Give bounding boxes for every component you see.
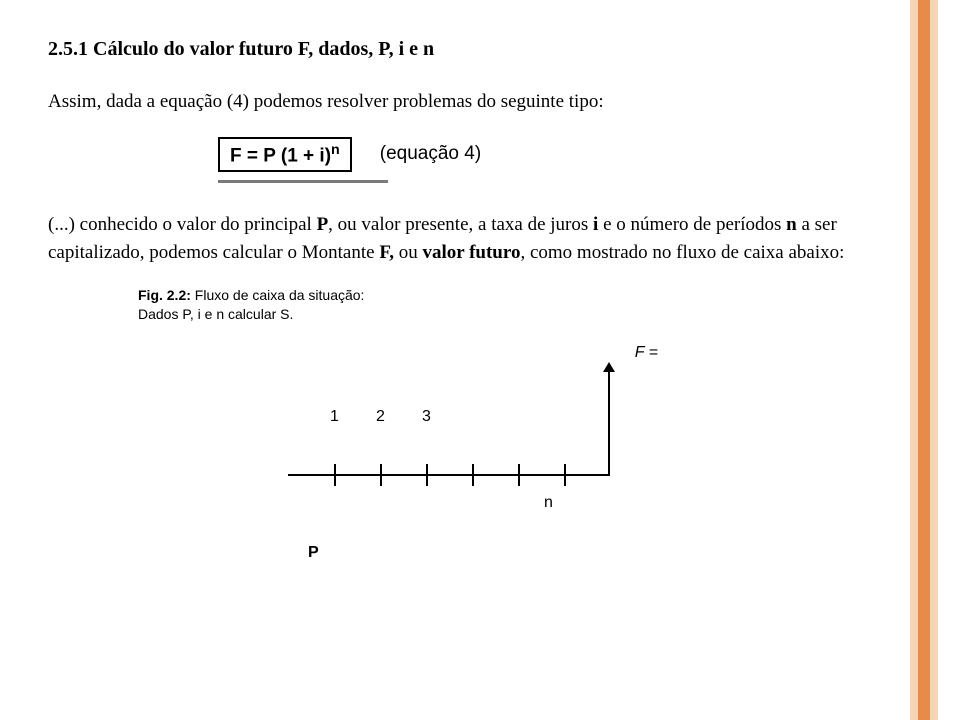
period-3: 3 bbox=[422, 408, 431, 426]
accent-bar-inner bbox=[918, 0, 930, 720]
text: ou bbox=[394, 242, 423, 263]
tick bbox=[334, 464, 336, 486]
text-bold: P bbox=[317, 214, 329, 235]
text: (...) conhecido o valor do principal bbox=[48, 214, 317, 235]
text-bold: valor futuro bbox=[422, 242, 520, 263]
tick bbox=[472, 464, 474, 486]
slide-content: 2.5.1 Cálculo do valor futuro F, dados, … bbox=[48, 38, 868, 564]
caption-text: Fluxo de caixa da situação: bbox=[191, 287, 365, 303]
cashflow-diagram: F = 1 2 3 n P bbox=[288, 334, 668, 564]
timeline-axis bbox=[288, 474, 610, 476]
text-bold: n bbox=[786, 214, 797, 235]
equation-label: (equação 4) bbox=[380, 143, 481, 165]
intro-paragraph: Assim, dada a equação (4) podemos resolv… bbox=[48, 89, 868, 115]
tick bbox=[426, 464, 428, 486]
section-title: 2.5.1 Cálculo do valor futuro F, dados, … bbox=[48, 38, 868, 61]
figure-caption: Fig. 2.2: Fluxo de caixa da situação: Da… bbox=[138, 286, 868, 324]
formula-shadow bbox=[218, 180, 388, 183]
tick bbox=[518, 464, 520, 486]
p-label: P bbox=[308, 544, 319, 562]
formula-box: F = P (1 + i)n bbox=[218, 137, 352, 172]
text: , como mostrado no fluxo de caixa abaixo… bbox=[520, 242, 844, 263]
formula-row: F = P (1 + i)n (equação 4) bbox=[218, 137, 868, 172]
formula-text: F = P (1 + i) bbox=[230, 145, 331, 166]
text: , ou valor presente, a taxa de juros bbox=[328, 214, 593, 235]
f-label: F = bbox=[635, 344, 658, 362]
period-2: 2 bbox=[376, 408, 385, 426]
period-1: 1 bbox=[330, 408, 339, 426]
formula-exponent: n bbox=[331, 142, 340, 158]
text-bold: F, bbox=[379, 242, 394, 263]
text: e o número de períodos bbox=[598, 214, 786, 235]
n-label: n bbox=[544, 494, 553, 512]
caption-label: Fig. 2.2: bbox=[138, 287, 191, 303]
tick bbox=[380, 464, 382, 486]
tick bbox=[564, 464, 566, 486]
arrow-shaft bbox=[608, 368, 610, 476]
body-paragraph: (...) conhecido o valor do principal P, … bbox=[48, 211, 868, 266]
caption-text2: Dados P, i e n calcular S. bbox=[138, 306, 293, 322]
